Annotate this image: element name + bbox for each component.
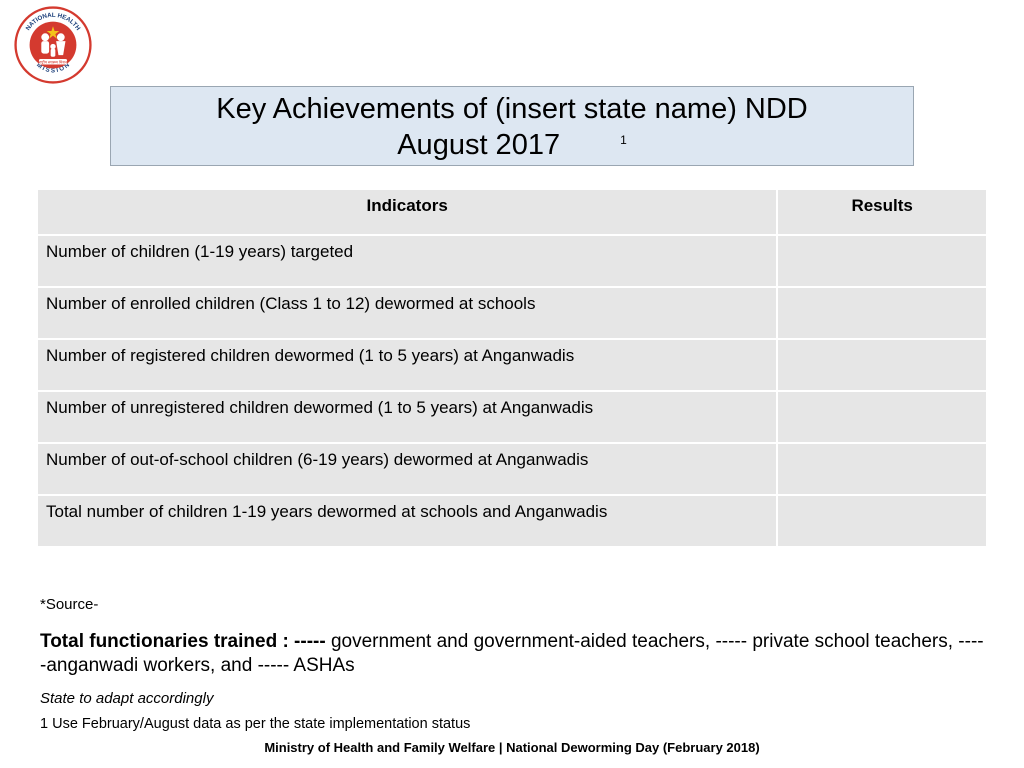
- result-cell: [778, 496, 986, 546]
- functionaries-trained: Total functionaries trained : ----- gove…: [40, 630, 984, 678]
- slide-title: Key Achievements of (insert state name) …: [110, 86, 914, 166]
- adapt-note: State to adapt accordingly: [40, 690, 213, 707]
- trained-bold: Total functionaries trained : -----: [40, 631, 331, 652]
- indicator-cell: Number of enrolled children (Class 1 to …: [38, 288, 776, 338]
- indicator-cell: Number of registered children dewormed (…: [38, 340, 776, 390]
- indicator-cell: Total number of children 1-19 years dewo…: [38, 496, 776, 546]
- nhm-logo: NATIONAL HEALTH M I S S I O N राष्ट्रीय …: [14, 6, 92, 84]
- indicator-cell: Number of unregistered children dewormed…: [38, 392, 776, 442]
- table-row: Number of children (1-19 years) targeted: [38, 236, 986, 286]
- table-row: Number of out-of-school children (6-19 y…: [38, 444, 986, 494]
- source-note: *Source-: [40, 596, 98, 613]
- title-superscript: 1: [620, 133, 627, 147]
- result-cell: [778, 444, 986, 494]
- result-cell: [778, 236, 986, 286]
- table-row: Number of enrolled children (Class 1 to …: [38, 288, 986, 338]
- table-header-row: Indicators Results: [38, 190, 986, 234]
- title-line2: August 20171: [121, 127, 903, 163]
- col-header-results: Results: [778, 190, 986, 234]
- ministry-footer: Ministry of Health and Family Welfare | …: [0, 740, 1024, 755]
- title-line1: Key Achievements of (insert state name) …: [121, 91, 903, 127]
- indicators-table: Indicators Results Number of children (1…: [36, 188, 988, 548]
- svg-text:राष्ट्रीय स्वास्थ्य मिशन: राष्ट्रीय स्वास्थ्य मिशन: [39, 60, 68, 65]
- footnote-1: 1 Use February/August data as per the st…: [40, 716, 470, 732]
- result-cell: [778, 340, 986, 390]
- indicator-cell: Number of out-of-school children (6-19 y…: [38, 444, 776, 494]
- result-cell: [778, 392, 986, 442]
- result-cell: [778, 288, 986, 338]
- table-row: Number of unregistered children dewormed…: [38, 392, 986, 442]
- indicator-cell: Number of children (1-19 years) targeted: [38, 236, 776, 286]
- indicators-table-wrap: Indicators Results Number of children (1…: [36, 188, 988, 548]
- table-row: Number of registered children dewormed (…: [38, 340, 986, 390]
- col-header-indicators: Indicators: [38, 190, 776, 234]
- table-row: Total number of children 1-19 years dewo…: [38, 496, 986, 546]
